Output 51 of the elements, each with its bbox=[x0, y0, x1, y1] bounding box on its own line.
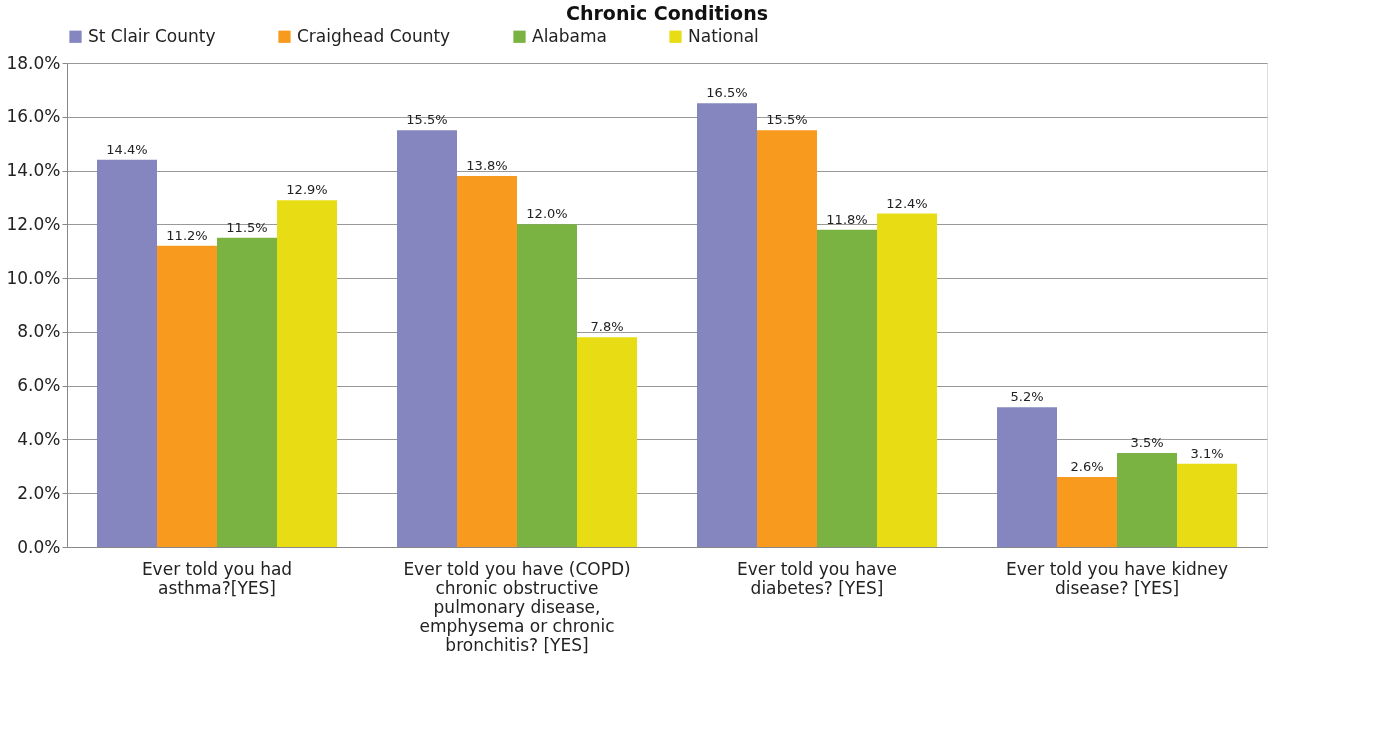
data-label: 13.8% bbox=[466, 157, 508, 173]
y-tick-label: 10.0% bbox=[6, 267, 61, 288]
data-label: 12.4% bbox=[886, 195, 928, 211]
bar bbox=[577, 337, 637, 547]
data-label: 15.5% bbox=[406, 112, 448, 128]
bar bbox=[457, 175, 517, 547]
y-tick-label: 2.0% bbox=[17, 482, 61, 503]
bar bbox=[1057, 477, 1117, 547]
data-label: 15.5% bbox=[766, 112, 808, 128]
data-label: 12.0% bbox=[526, 206, 568, 222]
data-label: 2.6% bbox=[1070, 459, 1104, 475]
y-tick-label: 14.0% bbox=[6, 160, 61, 181]
y-tick-label: 4.0% bbox=[17, 428, 61, 449]
bar bbox=[397, 130, 457, 547]
x-tick-label: Ever told you have kidney disease? [YES] bbox=[1005, 558, 1229, 598]
y-tick-label: 18.0% bbox=[6, 52, 61, 73]
legend-label: Alabama bbox=[532, 25, 607, 46]
data-label: 3.5% bbox=[1130, 434, 1164, 450]
bar bbox=[97, 159, 157, 547]
y-tick-label: 0.0% bbox=[17, 536, 61, 557]
legend-label: St Clair County bbox=[88, 25, 216, 46]
legend-label: Craighead County bbox=[297, 25, 451, 46]
x-tick-label: Ever told you had asthma?[YES] bbox=[141, 558, 293, 598]
data-label: 12.9% bbox=[286, 182, 328, 198]
bar bbox=[697, 103, 757, 547]
data-label: 14.4% bbox=[106, 141, 148, 157]
y-tick-label: 8.0% bbox=[17, 321, 61, 342]
bar bbox=[277, 200, 337, 547]
bar bbox=[517, 224, 577, 547]
bar bbox=[217, 237, 277, 547]
data-label: 3.1% bbox=[1190, 445, 1224, 461]
legend-label: National bbox=[688, 25, 759, 46]
x-tick-label: Ever told you have diabetes? [YES] bbox=[737, 558, 897, 598]
chart-title: Chronic Conditions bbox=[566, 2, 768, 24]
data-label: 7.8% bbox=[590, 319, 624, 335]
bar bbox=[877, 213, 937, 547]
data-label: 11.8% bbox=[826, 211, 868, 227]
bar bbox=[997, 407, 1057, 547]
data-label: 16.5% bbox=[706, 85, 748, 101]
y-tick-label: 6.0% bbox=[17, 375, 61, 396]
data-label: 11.2% bbox=[166, 227, 208, 243]
bar bbox=[1177, 463, 1237, 547]
y-tick-label: 16.0% bbox=[6, 106, 61, 127]
data-label: 5.2% bbox=[1010, 389, 1044, 405]
y-tick-label: 12.0% bbox=[6, 213, 61, 234]
bar bbox=[817, 229, 877, 547]
bar bbox=[757, 130, 817, 547]
bar bbox=[1117, 452, 1177, 547]
data-label: 11.5% bbox=[226, 219, 268, 235]
x-tick-label: Ever told you have (COPD) chronic obstructive pulmonary disease, emphysema or chronic bronchitis? [YES] bbox=[403, 558, 631, 655]
bar bbox=[157, 245, 217, 547]
